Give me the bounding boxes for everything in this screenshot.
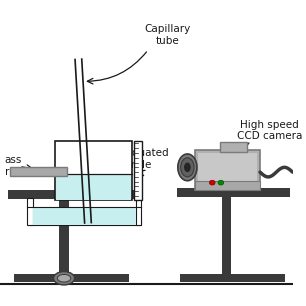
- Bar: [222, 196, 231, 276]
- Bar: [27, 198, 32, 225]
- Ellipse shape: [57, 274, 71, 282]
- Text: High speed
CCD camera: High speed CCD camera: [237, 120, 302, 141]
- Ellipse shape: [184, 162, 191, 172]
- Text: Capillary
tube: Capillary tube: [144, 24, 190, 46]
- Text: Graduated
rule: Graduated rule: [114, 148, 169, 170]
- Text: ass
rip: ass rip: [5, 155, 22, 177]
- Bar: [32, 207, 136, 225]
- Bar: [56, 174, 131, 200]
- Bar: [177, 188, 290, 197]
- Ellipse shape: [218, 180, 224, 185]
- Bar: [134, 140, 143, 200]
- Ellipse shape: [181, 158, 194, 177]
- Bar: [195, 181, 260, 190]
- Bar: [198, 153, 257, 187]
- Ellipse shape: [54, 271, 75, 285]
- Bar: [220, 143, 247, 152]
- Bar: [55, 140, 132, 200]
- Bar: [9, 167, 67, 176]
- Bar: [195, 150, 260, 190]
- Bar: [8, 190, 141, 199]
- Bar: [136, 198, 141, 225]
- Ellipse shape: [209, 180, 215, 185]
- Bar: [180, 274, 285, 282]
- Bar: [14, 274, 129, 282]
- Bar: [29, 219, 141, 225]
- Bar: [59, 198, 69, 276]
- Ellipse shape: [178, 154, 197, 181]
